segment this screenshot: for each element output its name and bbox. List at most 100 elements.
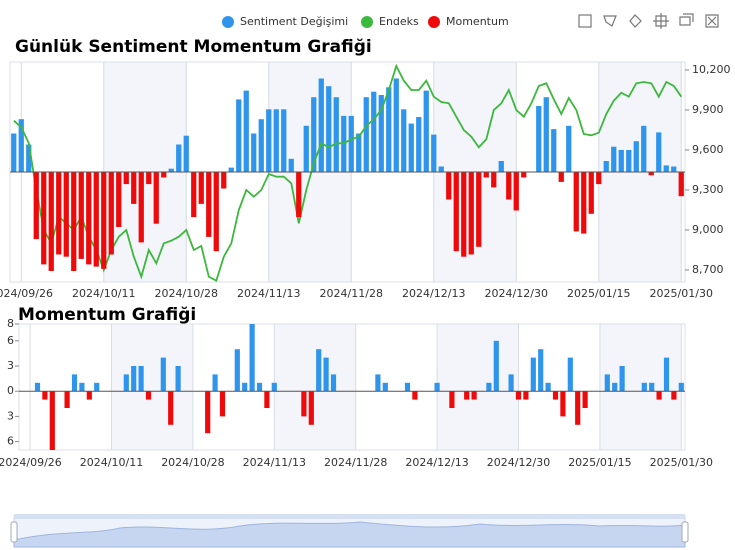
y2-tick-label: 9,600 — [692, 143, 724, 156]
y2-tick-label: 9,000 — [692, 223, 724, 236]
bar — [663, 357, 670, 392]
bar — [506, 172, 512, 200]
bar — [386, 87, 392, 172]
slider-bar[interactable] — [14, 514, 685, 519]
bar — [63, 172, 69, 257]
bar — [71, 374, 78, 392]
bar — [198, 172, 204, 204]
bar — [521, 172, 527, 178]
bar — [318, 78, 324, 172]
bar — [560, 391, 566, 417]
bar — [483, 172, 489, 178]
legend-label: Momentum — [446, 15, 509, 28]
bar — [588, 172, 594, 214]
bar — [219, 391, 226, 417]
bar — [326, 86, 332, 172]
x-tick-label: 2024/09/26 — [0, 456, 62, 469]
bar — [160, 357, 166, 392]
bar — [671, 391, 677, 400]
bar — [33, 172, 39, 240]
legend-label: Endeks — [379, 15, 419, 28]
bar — [34, 382, 41, 392]
bar — [393, 78, 399, 172]
bar — [536, 106, 542, 172]
bar — [79, 382, 85, 392]
bar — [333, 97, 339, 172]
bar — [423, 90, 429, 172]
bar — [678, 382, 684, 392]
bar — [471, 391, 477, 400]
tool-zoom[interactable] — [578, 14, 592, 28]
bar — [371, 91, 377, 172]
bar — [86, 172, 92, 265]
bar — [649, 382, 655, 392]
line — [13, 63, 683, 283]
bar — [161, 172, 167, 178]
legend-label: Sentiment Değişimi — [240, 15, 348, 28]
x-tick-label: 2025/01/15 — [568, 456, 631, 469]
bar — [191, 172, 197, 218]
bar — [412, 391, 418, 400]
bar — [515, 391, 522, 400]
x-tick-label: 2025/01/30 — [650, 287, 713, 300]
bar — [375, 374, 381, 392]
bar — [221, 172, 227, 189]
bar — [206, 172, 212, 237]
bar — [316, 349, 322, 392]
x-tick-label: 2024/10/11 — [72, 287, 135, 300]
bar — [575, 391, 581, 425]
toolbox[interactable] — [578, 13, 719, 29]
legend-marker — [428, 16, 440, 28]
bar — [273, 109, 279, 172]
slider-preview — [13, 521, 686, 548]
bar — [566, 125, 572, 172]
bar — [18, 119, 24, 172]
bar — [242, 382, 248, 392]
slider-handle[interactable] — [10, 521, 18, 543]
bar — [243, 90, 249, 172]
bar — [303, 125, 309, 172]
bar — [552, 391, 559, 400]
bar — [234, 349, 240, 392]
bar — [123, 172, 129, 185]
bar — [11, 133, 17, 172]
bar — [545, 382, 551, 392]
bar — [611, 146, 617, 172]
x-tick-label: 2024/11/28 — [324, 456, 387, 469]
bar — [618, 150, 624, 172]
bar — [656, 391, 662, 400]
bar — [212, 374, 218, 392]
legend-marker — [361, 16, 373, 28]
bar — [453, 172, 459, 252]
data-zoom-slider[interactable] — [10, 514, 689, 548]
bar — [356, 133, 362, 172]
y-tick-label: 6 — [7, 334, 14, 347]
bar — [408, 123, 414, 172]
slider-handle[interactable] — [681, 521, 689, 543]
y-tick-label: 3 — [7, 359, 14, 372]
bar — [671, 166, 677, 172]
bar — [491, 172, 497, 188]
tool-save[interactable] — [705, 14, 719, 28]
tool-restore[interactable] — [629, 14, 642, 28]
bar — [146, 172, 152, 185]
y2-tick-label: 9,900 — [692, 103, 724, 116]
bar — [581, 172, 587, 234]
bar — [434, 382, 440, 392]
bar — [56, 172, 62, 255]
bar — [301, 391, 307, 417]
tool-type[interactable] — [679, 13, 694, 26]
bar — [438, 166, 444, 172]
legend-marker — [222, 16, 234, 28]
bar — [446, 172, 452, 200]
bar — [94, 382, 100, 392]
bar — [416, 117, 422, 172]
bar — [508, 374, 514, 392]
tool-lasso[interactable] — [603, 15, 617, 27]
bar — [596, 172, 602, 185]
bar — [288, 158, 294, 172]
x-tick-label: 2024/11/28 — [320, 287, 383, 300]
x-tick-label: 2025/01/30 — [650, 456, 713, 469]
tool-view[interactable] — [653, 13, 669, 29]
